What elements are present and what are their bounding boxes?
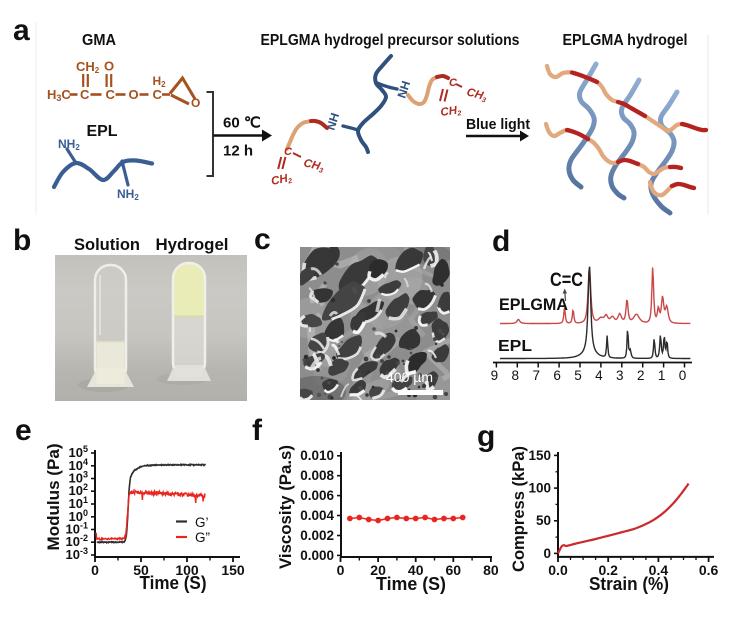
svg-text:Viscosity (Pa.s): Viscosity (Pa.s) [276, 445, 295, 569]
svg-text:100: 100 [175, 562, 199, 578]
svg-text:EPL: EPL [87, 123, 118, 140]
svg-text:60 ℃: 60 ℃ [223, 115, 261, 132]
svg-text:C: C [449, 77, 458, 89]
svg-text:Blue light: Blue light [466, 116, 530, 133]
svg-text:EPLGMA hydrogel precursor solu: EPLGMA hydrogel precursor solutions [261, 32, 520, 49]
svg-text:NH2: NH2 [117, 187, 139, 202]
svg-text:80: 80 [483, 562, 499, 578]
svg-text:C: C [153, 87, 163, 102]
svg-text:0.000: 0.000 [300, 548, 334, 563]
svg-text:150: 150 [528, 448, 551, 463]
svg-text:0: 0 [543, 546, 551, 561]
svg-text:8: 8 [512, 368, 520, 383]
svg-text:6: 6 [553, 368, 561, 383]
svg-text:150: 150 [221, 562, 245, 578]
svg-text:f: f [252, 414, 263, 447]
svg-text:Hydrogel: Hydrogel [156, 235, 229, 254]
svg-text:60: 60 [446, 562, 462, 578]
svg-text:C=C: C=C [550, 270, 583, 291]
svg-text:0.010: 0.010 [300, 448, 334, 463]
svg-text:Modulus (Pa): Modulus (Pa) [44, 444, 63, 551]
svg-text:O: O [129, 87, 139, 102]
svg-text:Solution: Solution [74, 235, 140, 254]
svg-text:0.2: 0.2 [598, 562, 618, 578]
svg-text:c: c [254, 223, 271, 256]
svg-text:CH2: CH2 [76, 59, 100, 75]
svg-text:0.002: 0.002 [300, 528, 334, 543]
svg-text:40: 40 [408, 562, 424, 578]
svg-text:EPLGMA: EPLGMA [499, 295, 568, 314]
svg-text:EPLGMA hydrogel: EPLGMA hydrogel [563, 32, 688, 49]
svg-text:20: 20 [370, 562, 386, 578]
svg-text:0.008: 0.008 [300, 468, 334, 483]
svg-text:d: d [492, 225, 510, 258]
svg-text:2: 2 [637, 368, 645, 383]
svg-text:GMA: GMA [82, 32, 116, 49]
svg-text:e: e [15, 414, 32, 447]
svg-text:0.004: 0.004 [300, 508, 334, 523]
svg-text:CH2: CH2 [440, 104, 462, 120]
svg-text:0: 0 [337, 562, 345, 578]
svg-text:b: b [13, 224, 31, 257]
svg-text:50: 50 [536, 513, 551, 528]
svg-text:G’: G’ [195, 515, 209, 530]
svg-text:1: 1 [658, 368, 666, 383]
svg-text:400 µm: 400 µm [386, 369, 433, 385]
svg-text:0.0: 0.0 [548, 562, 568, 578]
svg-text:O: O [191, 96, 200, 110]
svg-text:C: C [80, 87, 90, 102]
svg-text:a: a [13, 14, 30, 47]
svg-text:7: 7 [532, 368, 540, 383]
svg-text:0.006: 0.006 [300, 488, 334, 503]
svg-text:C: C [284, 146, 293, 158]
svg-text:Time (S): Time (S) [376, 574, 446, 594]
svg-text:Strain (%): Strain (%) [589, 574, 669, 594]
svg-text:NH2: NH2 [58, 137, 80, 152]
svg-text:C: C [106, 87, 116, 102]
svg-text:0: 0 [91, 562, 99, 578]
svg-text:3: 3 [616, 368, 624, 383]
svg-text:g: g [477, 420, 495, 453]
svg-text:Time (S): Time (S) [140, 573, 207, 593]
svg-text:G”: G” [195, 530, 210, 545]
svg-text:4: 4 [595, 368, 603, 383]
svg-text:EPL: EPL [498, 338, 532, 355]
svg-text:0.6: 0.6 [699, 562, 719, 578]
svg-text:Compress (kPa): Compress (kPa) [509, 446, 528, 572]
svg-text:O: O [104, 59, 114, 74]
svg-text:0.4: 0.4 [649, 562, 669, 578]
svg-text:9: 9 [491, 368, 499, 383]
svg-text:50: 50 [133, 562, 149, 578]
svg-text:100: 100 [528, 481, 551, 496]
svg-text:12 h: 12 h [223, 143, 253, 160]
svg-text:0: 0 [679, 368, 687, 383]
svg-text:5: 5 [574, 368, 582, 383]
svg-text:H3C: H3C [47, 87, 71, 103]
